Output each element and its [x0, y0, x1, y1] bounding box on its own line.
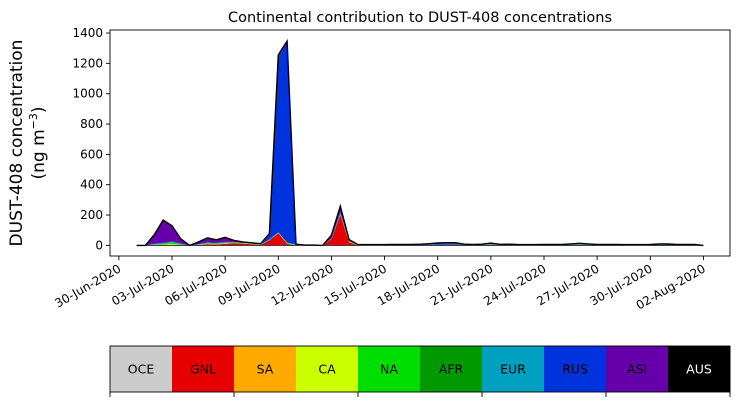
legend-label-afr: AFR — [439, 362, 464, 377]
y-tick-label: 600 — [80, 147, 103, 161]
area-series-asi — [136, 41, 704, 246]
y-axis-unit-exponent: −3 — [27, 113, 40, 129]
legend-swatch-gnl — [172, 346, 235, 392]
legend-swatch-oce — [110, 346, 173, 392]
legend-label-aus: AUS — [686, 362, 712, 377]
total-outline — [136, 38, 704, 247]
legend-swatch-sa — [234, 346, 297, 392]
legend-swatch-eur — [482, 346, 545, 392]
area-series-gnl — [136, 215, 704, 246]
legend-swatch-na — [358, 346, 421, 392]
legend-label-ca: CA — [318, 362, 336, 377]
axes: 020040060080010001200140030-Jun-202003-J… — [52, 26, 731, 312]
y-tick-label: 1400 — [72, 26, 103, 40]
y-tick-label: 400 — [80, 178, 103, 192]
legend-label-oce: OCE — [128, 362, 155, 377]
y-tick-label: 0 — [95, 238, 103, 252]
legend-label-rus: RUS — [562, 362, 588, 377]
area-series-rus — [136, 42, 704, 246]
chart-title: Continental contribution to DUST-408 con… — [228, 10, 612, 26]
area-series-aus — [136, 41, 704, 246]
y-axis-unit-suffix: ) — [29, 106, 49, 113]
legend-label-eur: EUR — [500, 362, 526, 377]
legend-label-asi: ASI — [627, 362, 647, 377]
y-tick-label: 800 — [80, 117, 103, 131]
legend-label-sa: SA — [257, 362, 274, 377]
plot-frame — [109, 29, 731, 257]
y-axis-label-main: DUST-408 concentration — [7, 40, 27, 247]
legend-swatch-afr — [420, 346, 483, 392]
plot-area — [136, 38, 704, 247]
y-tick-label: 200 — [80, 208, 103, 222]
legend-label-na: NA — [380, 362, 398, 377]
y-axis-label: DUST-408 concentration (ng m−3) — [7, 40, 49, 247]
legend-label-gnl: GNL — [190, 362, 216, 377]
legend-swatch-asi — [606, 346, 669, 392]
y-tick-label: 1000 — [72, 87, 103, 101]
legend-swatch-rus — [544, 346, 607, 392]
legend: OCE GNL SA CA NA AFR EUR RUS ASI AUS — [109, 345, 731, 397]
y-axis-label-unit: (ng m−3) — [27, 106, 49, 179]
y-axis-unit-prefix: (ng m — [29, 129, 49, 179]
y-tick-label: 1200 — [72, 56, 103, 70]
legend-frame — [109, 345, 731, 393]
legend-swatch-ca — [296, 346, 359, 392]
legend-swatch-aus — [668, 346, 731, 392]
